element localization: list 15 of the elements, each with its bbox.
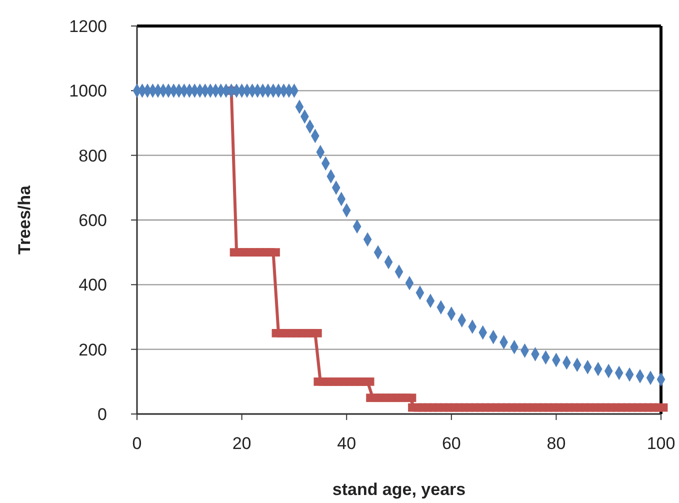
y-tick-label: 0: [98, 404, 107, 424]
y-tick-label: 800: [78, 146, 107, 166]
y-tick-label: 1000: [69, 82, 107, 101]
x-tick-label: 0: [132, 434, 142, 453]
x-tick-label: 20: [232, 434, 252, 453]
x-tick-label: 100: [646, 434, 676, 453]
y-axis-title: Trees/ha: [15, 184, 34, 254]
x-tick-label: 60: [442, 434, 461, 453]
x-axis-title: stand age, years: [332, 480, 466, 499]
x-tick-label: 40: [337, 434, 356, 453]
y-tick-label: 400: [78, 276, 107, 295]
y-tick-label: 1200: [69, 16, 107, 36]
y-tick-label: 600: [78, 210, 107, 230]
x-tick-label: 80: [546, 434, 566, 453]
y-tick-label: 200: [78, 340, 107, 360]
